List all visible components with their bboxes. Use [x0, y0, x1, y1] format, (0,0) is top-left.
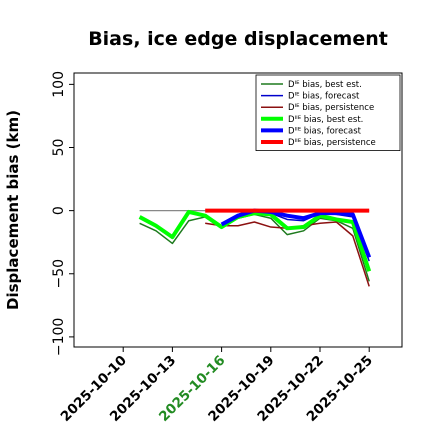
legend-label: Dᴵᴵᴱ bias, persistence — [288, 138, 376, 148]
series-line-4 — [138, 209, 372, 272]
legend: Dᴵᴱ bias, best est. Dᴵᴱ bias, forecastDᴵᴱ… — [255, 74, 401, 151]
legend-box — [255, 74, 401, 151]
legend-label: Dᴵᴵᴱ bias, forecast — [288, 126, 362, 136]
x-axis: 2025-10-102025-10-132025-10-162025-10-19… — [58, 347, 376, 425]
series-layer — [138, 208, 372, 287]
legend-label: Dᴵᴱ bias, best est. — [288, 80, 362, 90]
series-line-5 — [220, 208, 372, 259]
chart-title: Bias, ice edge displacement — [88, 28, 388, 50]
legend-label: Dᴵᴵᴱ bias, best est. — [288, 115, 363, 125]
legend-label: Dᴵᴱ bias, persistence — [288, 103, 374, 113]
y-tick-label: −100 — [51, 318, 67, 356]
y-axis-label: Displacement bias (km) — [4, 110, 22, 310]
y-axis: −100 −50 0 50 100 — [51, 71, 74, 356]
legend-label: Dᴵᴱ bias, forecast — [288, 92, 360, 102]
y-tick-label: 0 — [51, 206, 67, 215]
y-tick-label: 50 — [51, 139, 67, 157]
y-tick-label: 100 — [51, 71, 67, 98]
y-tick-label: −50 — [51, 259, 67, 289]
